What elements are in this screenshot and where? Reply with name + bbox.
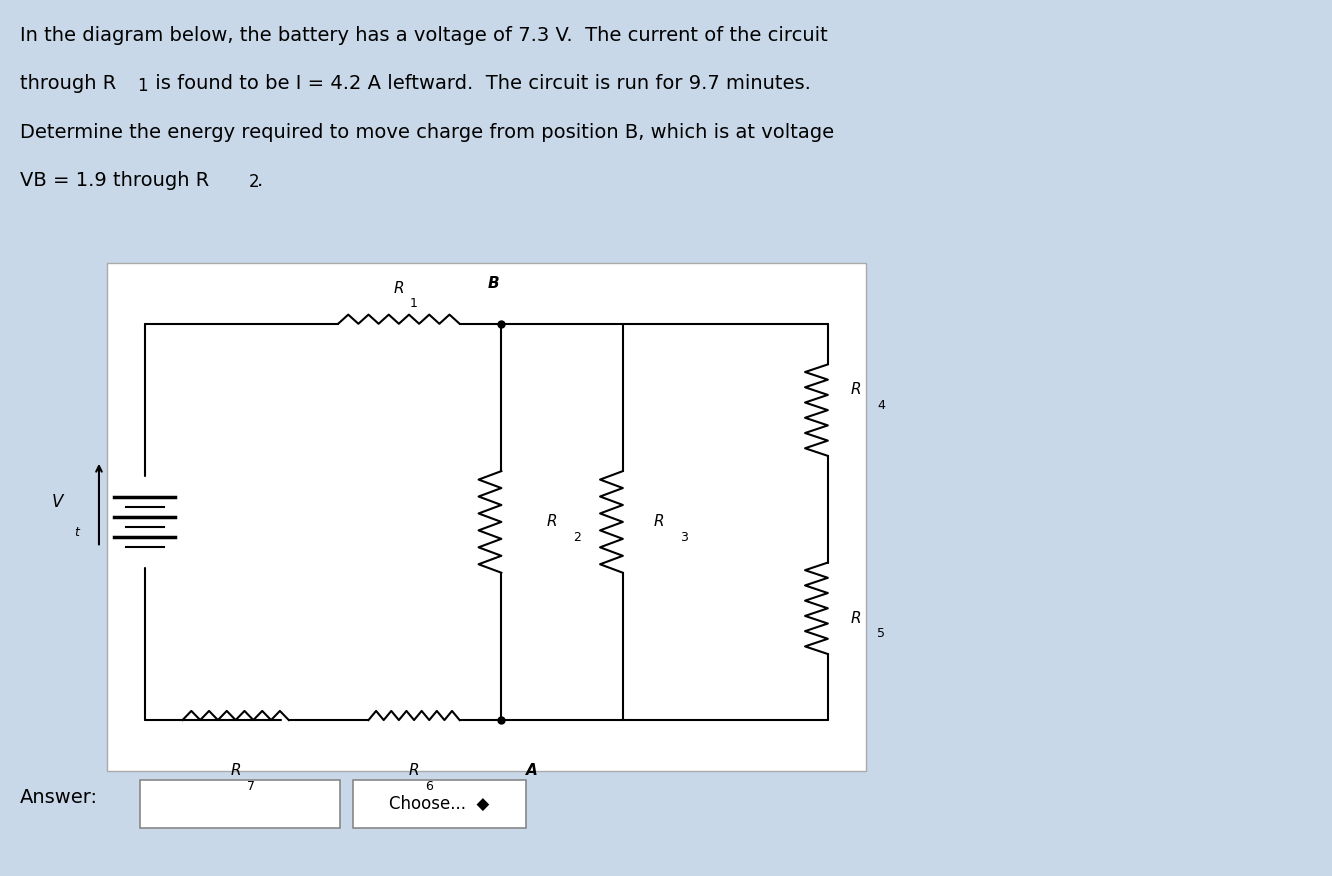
Text: Choose...  ◆: Choose... ◆ xyxy=(389,795,490,813)
Text: 4: 4 xyxy=(878,399,884,412)
Text: t: t xyxy=(73,526,79,539)
Text: .: . xyxy=(257,171,264,190)
Text: A: A xyxy=(526,763,538,779)
Text: R: R xyxy=(409,763,420,779)
FancyBboxPatch shape xyxy=(140,780,340,828)
Text: VB = 1.9 through R: VB = 1.9 through R xyxy=(20,171,209,190)
Text: Determine the energy required to move charge from position B, which is at voltag: Determine the energy required to move ch… xyxy=(20,123,834,142)
Text: B: B xyxy=(488,276,500,291)
Text: through R: through R xyxy=(20,74,116,94)
Text: 5: 5 xyxy=(878,627,886,640)
Text: 1: 1 xyxy=(137,77,148,95)
Text: 7: 7 xyxy=(246,780,254,793)
Text: R: R xyxy=(547,514,558,529)
Text: 3: 3 xyxy=(679,531,687,544)
FancyBboxPatch shape xyxy=(353,780,526,828)
Text: 6: 6 xyxy=(425,780,433,793)
Text: In the diagram below, the battery has a voltage of 7.3 V.  The current of the ci: In the diagram below, the battery has a … xyxy=(20,26,827,46)
Text: R: R xyxy=(393,280,404,296)
Text: is found to be I = 4.2 A leftward.  The circuit is run for 9.7 minutes.: is found to be I = 4.2 A leftward. The c… xyxy=(149,74,811,94)
Text: 1: 1 xyxy=(410,297,418,310)
Text: Answer:: Answer: xyxy=(20,788,99,807)
FancyBboxPatch shape xyxy=(107,263,866,771)
Text: 2: 2 xyxy=(574,531,581,544)
Text: V: V xyxy=(52,492,63,511)
Text: 2: 2 xyxy=(249,173,260,192)
Text: R: R xyxy=(653,514,663,529)
Text: R: R xyxy=(230,763,241,779)
Text: R: R xyxy=(851,611,862,626)
Text: R: R xyxy=(851,382,862,398)
